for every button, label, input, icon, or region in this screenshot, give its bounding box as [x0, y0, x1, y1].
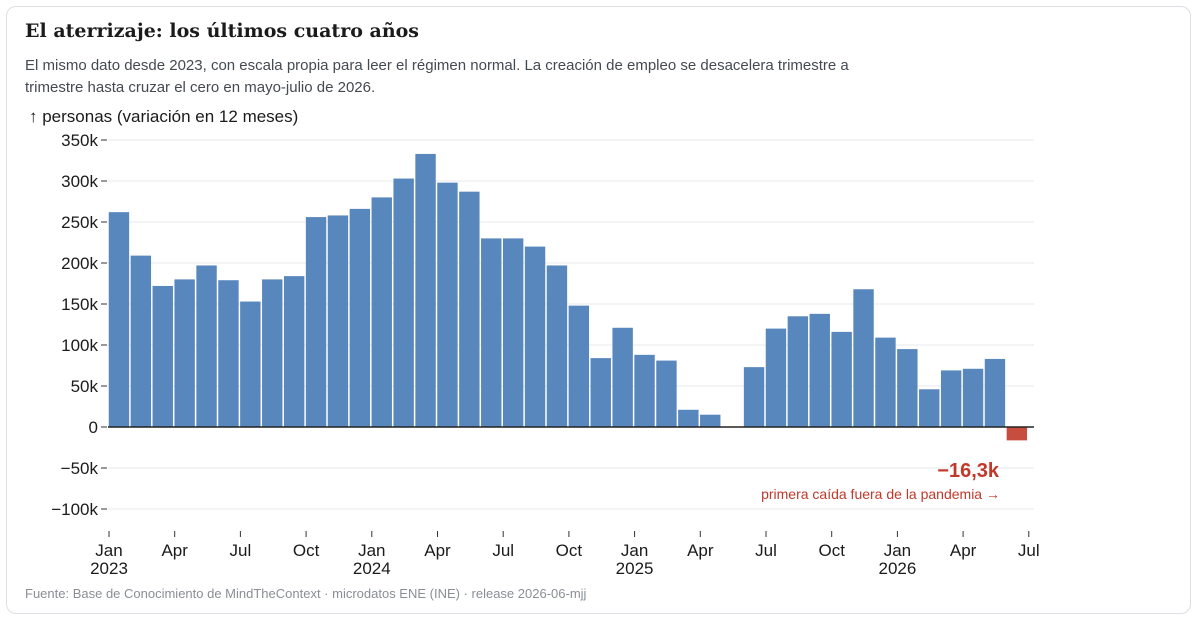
- bar: [108, 212, 130, 427]
- bar: [678, 409, 699, 427]
- bar: [897, 349, 918, 427]
- x-tick-label: Apr: [687, 541, 714, 560]
- x-tick-year-label: 2026: [878, 559, 916, 578]
- y-tick-label: −50k: [61, 459, 99, 478]
- x-tick-label: Oct: [293, 541, 320, 560]
- x-tick-label: Oct: [556, 541, 583, 560]
- x-tick-label: Jul: [492, 541, 514, 560]
- bar: [393, 178, 414, 427]
- bar: [656, 360, 677, 427]
- bar: [240, 301, 261, 427]
- bar: [700, 414, 721, 427]
- y-tick-label: 50k: [71, 377, 99, 396]
- chart-title: El aterrizaje: los últimos cuatro años: [25, 20, 419, 42]
- y-tick-label: 350k: [61, 131, 98, 150]
- bar: [984, 358, 1006, 427]
- x-tick-year-label: 2023: [90, 559, 128, 578]
- bar: [634, 354, 655, 427]
- bar: [371, 197, 392, 427]
- x-tick-label: Apr: [950, 541, 977, 560]
- bar: [481, 238, 502, 427]
- x-tick-label: Jan: [621, 541, 648, 560]
- bar: [437, 182, 458, 427]
- bar: [919, 389, 940, 427]
- y-tick-label: −100k: [51, 500, 98, 519]
- bar: [787, 316, 809, 427]
- annotation-value: −16,3k: [937, 460, 1000, 482]
- x-tick-label: Jul: [755, 541, 777, 560]
- bar: [875, 337, 896, 427]
- bar: [809, 313, 830, 427]
- bar: [524, 246, 546, 427]
- x-tick-label: Jan: [95, 541, 122, 560]
- bar: [196, 265, 217, 427]
- bar: [459, 191, 480, 427]
- y-tick-label: 300k: [61, 172, 98, 191]
- x-tick-label: Jan: [884, 541, 911, 560]
- bar: [349, 208, 371, 427]
- bar: [152, 285, 173, 427]
- x-tick-label: Oct: [818, 541, 845, 560]
- bar: [174, 279, 195, 427]
- y-axis: −100k −50k 0 50k 100k 150k 200k 250k 300k 350k: [51, 131, 107, 519]
- bar: [415, 153, 436, 427]
- bar: [1006, 427, 1028, 441]
- bar: [568, 305, 590, 427]
- bar: [262, 279, 283, 427]
- y-tick-label: 100k: [61, 336, 98, 355]
- bar: [940, 370, 962, 427]
- bar: [831, 331, 852, 427]
- bar: [590, 358, 611, 427]
- bar: [546, 265, 568, 427]
- x-tick-year-label: 2025: [616, 559, 654, 578]
- y-tick-label: 250k: [61, 213, 98, 232]
- y-axis-label: ↑ personas (variación en 12 meses): [29, 107, 298, 126]
- bar: [743, 367, 765, 427]
- source-note: Fuente: Base de Conocimiento de MindTheC…: [25, 586, 587, 601]
- bar: [283, 276, 305, 427]
- y-tick-label: 200k: [61, 254, 98, 273]
- bar: [502, 238, 524, 427]
- bar: [305, 217, 327, 427]
- bar: [327, 215, 349, 427]
- y-tick-label: 0: [89, 418, 98, 437]
- y-tick-label: 150k: [61, 295, 98, 314]
- x-tick-label: Jul: [230, 541, 252, 560]
- annotation-text: primera caída fuera de la pandemia →: [761, 486, 1000, 502]
- x-tick-label: Apr: [424, 541, 451, 560]
- x-tick-year-label: 2024: [353, 559, 391, 578]
- x-tick-label: Jan: [358, 541, 385, 560]
- bar: [612, 327, 633, 427]
- bar: [765, 328, 787, 427]
- chart-subtitle: El mismo dato desde 2023, con escala pro…: [25, 57, 849, 96]
- bars: [108, 153, 1028, 441]
- bar: [130, 255, 152, 427]
- x-tick-label: Apr: [161, 541, 188, 560]
- bar: [853, 289, 874, 427]
- x-tick-label: Jul: [1018, 541, 1040, 560]
- bar: [962, 368, 984, 427]
- bar: [218, 280, 239, 427]
